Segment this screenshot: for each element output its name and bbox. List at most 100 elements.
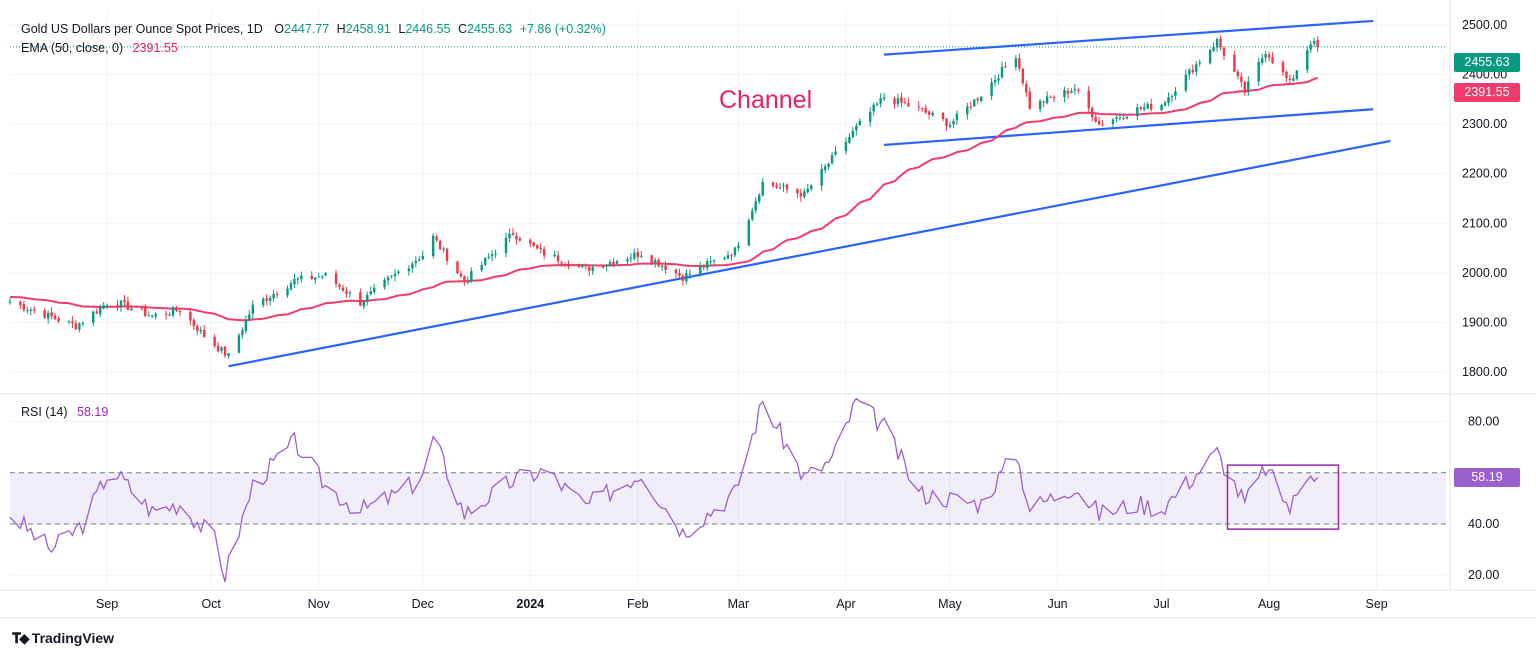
candle-body bbox=[882, 97, 886, 99]
candle-body bbox=[917, 106, 920, 108]
candle-up bbox=[362, 299, 366, 310]
high-label: H bbox=[336, 22, 346, 36]
candle-down bbox=[927, 109, 931, 120]
candle-up bbox=[1257, 57, 1260, 86]
candle-body bbox=[213, 336, 216, 347]
candle-down bbox=[1191, 64, 1195, 75]
candle-body bbox=[1312, 40, 1316, 44]
candle-up bbox=[993, 75, 997, 87]
candle-body bbox=[431, 235, 435, 256]
candle-body bbox=[78, 323, 81, 330]
date-tick-label: Aug bbox=[1258, 597, 1280, 611]
candle-body bbox=[785, 184, 789, 190]
candle-body bbox=[123, 299, 126, 302]
candle-body bbox=[168, 314, 171, 316]
price-tick-label: 1800.00 bbox=[1462, 365, 1507, 379]
candle-up bbox=[490, 250, 494, 262]
candle-up bbox=[782, 182, 785, 192]
candle-body bbox=[941, 112, 945, 120]
candle-up bbox=[848, 133, 851, 145]
candle-down bbox=[1285, 70, 1288, 83]
candle-up bbox=[390, 275, 393, 279]
candle-up bbox=[199, 326, 202, 335]
candle-body bbox=[803, 191, 806, 197]
candle-up bbox=[46, 310, 50, 324]
candle-body bbox=[1045, 96, 1049, 104]
candle-body bbox=[1073, 89, 1077, 91]
candle-up bbox=[875, 101, 879, 107]
candle-down bbox=[1087, 85, 1090, 113]
candle-down bbox=[1004, 62, 1007, 69]
candle-body bbox=[1111, 119, 1115, 124]
candle-body bbox=[57, 318, 60, 322]
candle-body bbox=[95, 311, 98, 314]
candle-down bbox=[969, 101, 973, 111]
candle-up bbox=[67, 320, 71, 325]
candle-body bbox=[615, 261, 619, 264]
candle-body bbox=[688, 273, 692, 275]
candle-up bbox=[237, 333, 241, 354]
candle-down bbox=[924, 104, 927, 114]
candle-down bbox=[1021, 67, 1025, 86]
candle-up bbox=[626, 256, 629, 266]
candle-body bbox=[8, 301, 12, 303]
candle-body bbox=[1174, 91, 1177, 96]
candle-body bbox=[442, 248, 445, 250]
candle-up bbox=[119, 300, 123, 312]
candle-up bbox=[1167, 92, 1170, 107]
candle-body bbox=[830, 155, 834, 164]
candle-body bbox=[154, 313, 157, 317]
candle-body bbox=[966, 106, 969, 115]
candle-body bbox=[563, 264, 567, 266]
candle-down bbox=[50, 307, 53, 320]
candle-up bbox=[605, 263, 608, 272]
candle-body bbox=[92, 311, 95, 323]
candle-down bbox=[1240, 72, 1243, 88]
candle-down bbox=[1236, 69, 1240, 80]
candle-body bbox=[29, 309, 33, 311]
candle-body bbox=[976, 98, 979, 101]
candle-body bbox=[1087, 90, 1090, 109]
candle-body bbox=[844, 141, 848, 152]
date-tick-label: May bbox=[938, 597, 962, 611]
rsi-badge: 58.19 bbox=[1454, 468, 1520, 487]
candle-body bbox=[834, 151, 837, 155]
candle-body bbox=[1122, 118, 1125, 120]
tradingview-brand[interactable]: 𝐓◆ TradingView bbox=[12, 630, 114, 647]
candle-up bbox=[1309, 40, 1312, 53]
candle-up bbox=[1295, 69, 1299, 81]
trendline-channel-bottom bbox=[884, 108, 1374, 147]
candle-up bbox=[411, 261, 414, 273]
candle-up bbox=[758, 193, 761, 205]
candle-body bbox=[810, 185, 813, 190]
candle-down bbox=[338, 282, 341, 290]
candle-body bbox=[445, 248, 449, 261]
candle-body bbox=[268, 297, 272, 301]
candle-down bbox=[1028, 87, 1031, 110]
candle-body bbox=[737, 245, 740, 249]
candle-body bbox=[1125, 116, 1129, 119]
candle-body bbox=[251, 304, 255, 314]
candle-up bbox=[699, 261, 702, 277]
candle-up bbox=[1264, 50, 1267, 63]
candle-up bbox=[629, 253, 633, 263]
price-tick-label: 2300.00 bbox=[1462, 117, 1507, 131]
candle-body bbox=[67, 321, 71, 323]
candle-down bbox=[116, 299, 119, 312]
candle-body bbox=[314, 277, 317, 280]
candle-body bbox=[709, 261, 712, 263]
candle-up bbox=[268, 295, 272, 306]
candle-body bbox=[1139, 107, 1142, 109]
candle-body bbox=[369, 291, 372, 295]
candle-up bbox=[504, 232, 508, 258]
candle-up bbox=[733, 246, 737, 258]
candle-up bbox=[1038, 99, 1042, 113]
candle-up bbox=[979, 96, 983, 103]
candle-body bbox=[1160, 105, 1163, 111]
candle-down bbox=[341, 284, 345, 292]
candle-up bbox=[29, 307, 33, 316]
candle-up bbox=[154, 312, 157, 320]
candle-up bbox=[293, 273, 296, 288]
candle-body bbox=[751, 210, 754, 220]
candle-body bbox=[1025, 84, 1028, 93]
